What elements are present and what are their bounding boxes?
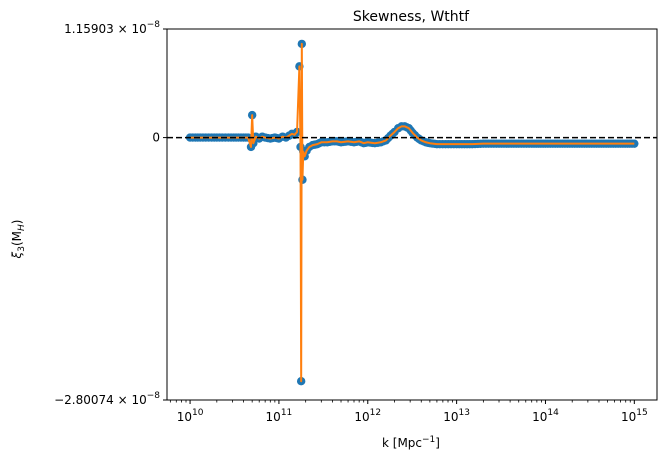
y-tick-label: 0 bbox=[152, 131, 160, 145]
y-axis-title-paren: (M bbox=[10, 231, 24, 246]
x-tick-label: 1014 bbox=[532, 408, 559, 424]
y-axis-title: ξ3(MH) bbox=[10, 220, 27, 260]
axes-frame bbox=[166, 28, 658, 401]
x-tick-label: 1010 bbox=[177, 408, 204, 424]
series-line-path bbox=[190, 42, 635, 383]
y-axis-ticks: 1.15903 × 10−8 0 −2.80074 × 10−8 bbox=[54, 20, 167, 407]
x-tick-label: 1011 bbox=[266, 408, 293, 424]
x-axis-title-base: k [Mpc bbox=[382, 436, 422, 450]
y-axis-title-close: ) bbox=[10, 220, 24, 225]
y-axis-title-sub: 3 bbox=[17, 246, 27, 252]
x-tick-label: 1015 bbox=[621, 408, 648, 424]
y-tick-label: −2.80074 × 10−8 bbox=[54, 391, 160, 407]
series-line bbox=[190, 42, 635, 383]
y-axis-title-main: ξ bbox=[10, 251, 24, 259]
x-axis-title: k [Mpc−1] bbox=[382, 435, 440, 450]
series-markers bbox=[185, 39, 639, 386]
x-tick-label: 1012 bbox=[354, 408, 381, 424]
y-axis-title-sub2: H bbox=[17, 224, 27, 231]
x-axis-title-close: ] bbox=[435, 436, 440, 450]
plot-area bbox=[167, 39, 657, 386]
x-axis-title-exp: −1 bbox=[422, 435, 435, 445]
chart-title: Skewness, Wthtf bbox=[353, 9, 470, 25]
y-tick-label: 1.15903 × 10−8 bbox=[64, 20, 160, 36]
x-tick-label: 1013 bbox=[443, 408, 470, 424]
x-axis-ticks: 1010 1011 1012 1013 1014 1015 bbox=[169, 400, 648, 424]
